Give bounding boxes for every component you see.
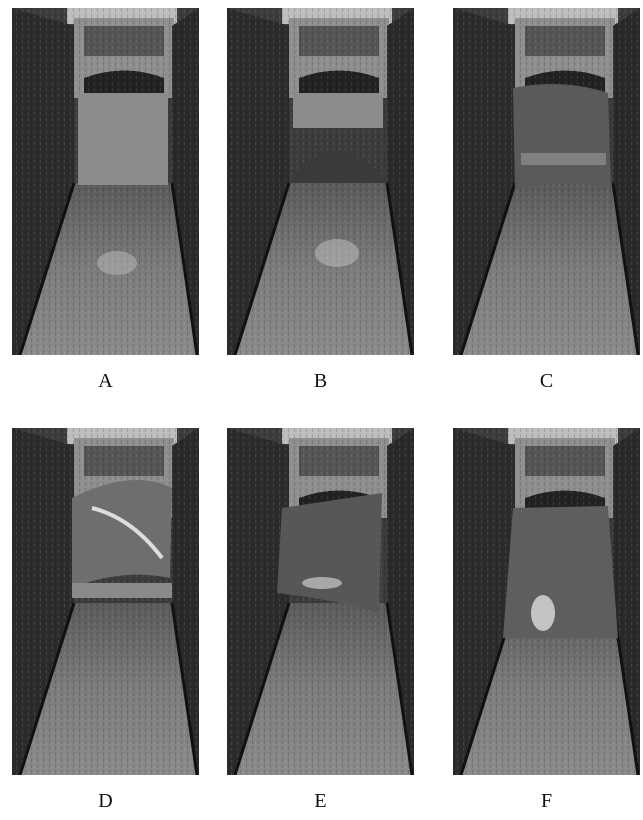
bag xyxy=(503,506,618,638)
glare xyxy=(302,577,342,589)
glare xyxy=(97,251,137,275)
panel-label: C xyxy=(540,370,553,392)
bag-highlight xyxy=(521,153,606,165)
glare xyxy=(315,239,359,267)
panel-label: B xyxy=(314,370,327,392)
panel-label: F xyxy=(541,790,552,812)
photo-panel xyxy=(12,8,199,355)
shadow xyxy=(289,150,387,183)
gate xyxy=(78,93,168,185)
photo-panel xyxy=(12,428,199,775)
photo xyxy=(12,428,199,775)
gate xyxy=(293,93,383,128)
panel-label: E xyxy=(314,790,326,812)
glare xyxy=(531,595,555,631)
photo-panel xyxy=(227,428,414,775)
photo xyxy=(227,428,414,775)
bag xyxy=(513,84,611,190)
bag-fold xyxy=(91,506,164,560)
photo-panel xyxy=(453,428,640,775)
panel-label: A xyxy=(98,370,113,392)
bag xyxy=(72,480,172,588)
photo-panel xyxy=(453,8,640,355)
photo-panel xyxy=(227,8,414,355)
bag-bottom xyxy=(72,583,172,598)
panel-label: D xyxy=(98,790,112,812)
